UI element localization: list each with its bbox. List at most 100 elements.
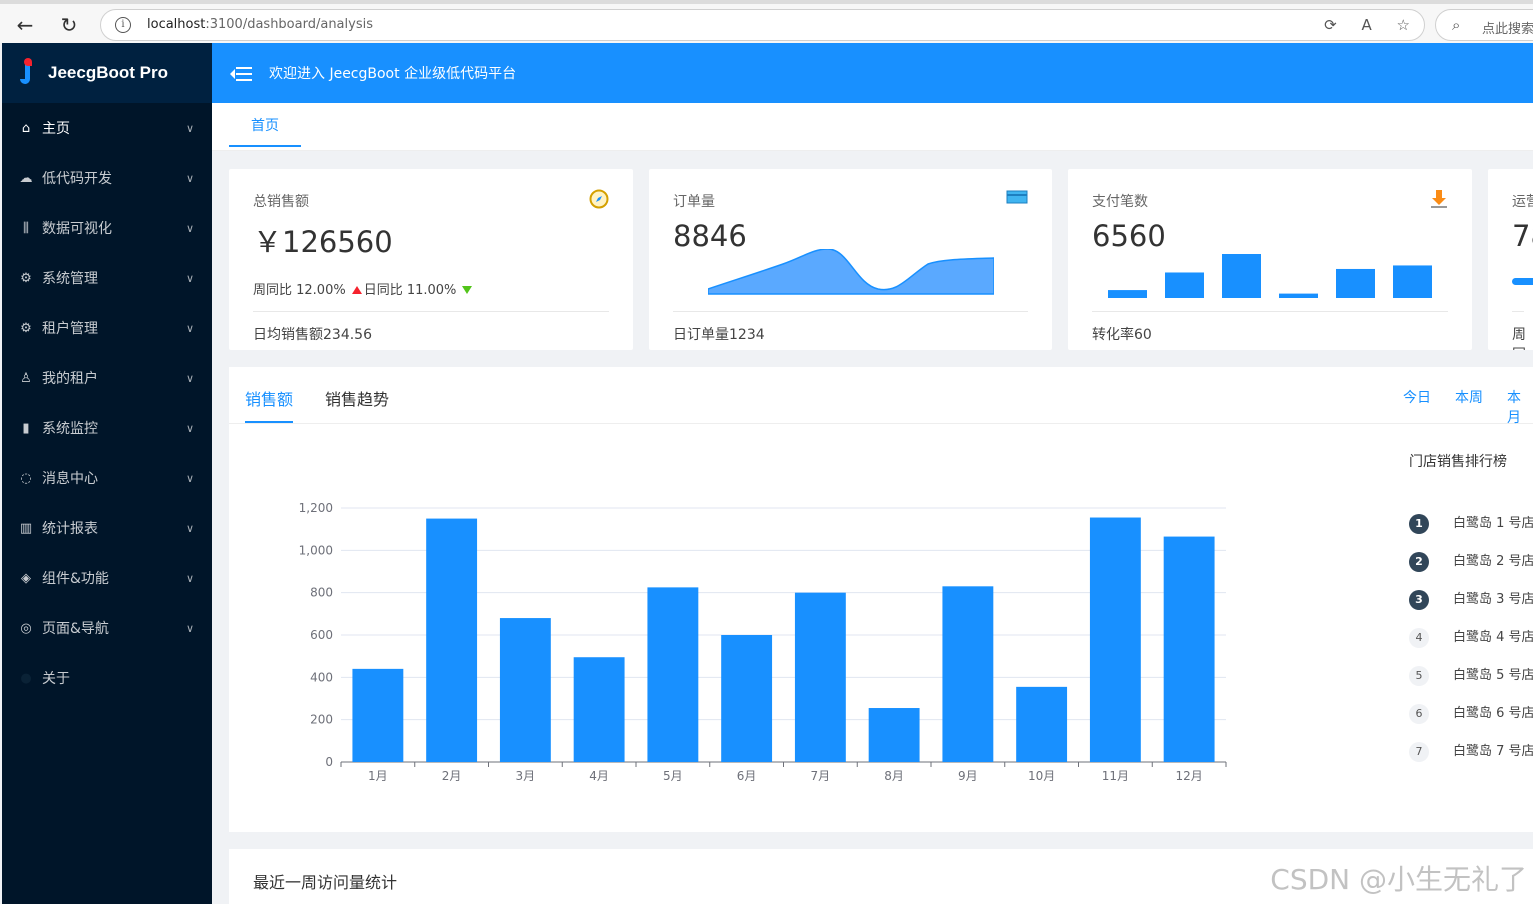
read-aloud-icon[interactable]: A <box>1361 16 1372 34</box>
active-tab-indicator <box>245 421 293 423</box>
store-name: 白鹭岛 6 号店 <box>1453 706 1533 721</box>
ranking-item: 3 白鹭岛 3 号店 <box>1409 588 1533 610</box>
favorite-star-icon[interactable]: ☆ <box>1396 16 1410 34</box>
info-icon[interactable]: i <box>115 17 131 33</box>
monthly-sales-bar-chart: 0 200 400 600 800 1,000 1,200 1月 2月 3月 4月 5月 6月 7月 8月 9… <box>299 501 1227 783</box>
range-today-link[interactable]: 今日 <box>1403 390 1431 406</box>
ranking-item: 1 白鹭岛 1 号店 <box>1409 512 1533 534</box>
chevron-down-icon: ∨ <box>185 221 194 235</box>
menu-fold-icon[interactable] <box>230 65 252 83</box>
store-name: 白鹭岛 7 号店 <box>1453 744 1533 759</box>
card-label: 订单量 <box>673 194 715 210</box>
logo[interactable]: JeecgBoot Pro <box>2 43 212 103</box>
browser-search-box[interactable]: ⌕ 点此搜索 <box>1435 9 1533 41</box>
reload-icon[interactable]: ↻ <box>60 13 78 37</box>
x-tick-label: 2月 <box>442 769 462 783</box>
card-footer: 日订单量1234 <box>673 311 1028 344</box>
sidebar-item-label: 低代码开发 <box>42 171 112 187</box>
sidebar-item[interactable]: ⌂ 主页 ∨ <box>2 103 212 153</box>
browser-toolbar: ← ↻ i localhost:3100/dashboard/analysis … <box>0 0 1533 43</box>
address-bar[interactable]: i localhost:3100/dashboard/analysis ⟳ A … <box>100 9 1425 41</box>
sidebar-item[interactable]: ♙ 我的租户 ∨ <box>2 353 212 403</box>
x-tick-label: 1月 <box>368 769 388 783</box>
credit-card-icon <box>1006 189 1028 209</box>
sidebar: JeecgBoot Pro ⌂ 主页 ∨ ☁ 低代码开发 ∨ ⫼ 数据可视化 ∨ ⚙ 系统管理 ∨ ⚙ 租… <box>2 43 212 904</box>
card-total-sales: 总销售额 ￥126560 周同比 12.00% 日同比 11.00% 日均销售额2… <box>229 169 633 350</box>
bar[interactable] <box>721 635 773 762</box>
sidebar-item[interactable]: ⚙ 租户管理 ∨ <box>2 303 212 353</box>
sidebar-item[interactable]: ⚙ 系统管理 ∨ <box>2 253 212 303</box>
card-payments: 支付笔数 6560 转化率60 <box>1068 169 1472 350</box>
home-icon: ⌂ <box>21 120 31 136</box>
store-ranking-title: 门店销售排行榜 <box>1409 454 1507 470</box>
bar[interactable] <box>794 592 846 762</box>
tab-sales[interactable]: 销售额 <box>245 390 294 409</box>
sidebar-item[interactable]: ▥ 统计报表 ∨ <box>2 503 212 553</box>
y-tick-label: 600 <box>310 628 333 642</box>
y-tick-label: 1,000 <box>299 543 333 557</box>
bar[interactable] <box>1163 536 1215 762</box>
bar[interactable] <box>573 657 625 762</box>
x-tick-label: 6月 <box>737 769 757 783</box>
x-tick-label: 9月 <box>958 769 978 783</box>
sidebar-item-label: 系统管理 <box>42 271 98 287</box>
ranking-item: 7 白鹭岛 7 号店 <box>1409 740 1533 762</box>
chevron-down-icon: ∨ <box>185 321 194 335</box>
sidebar-item-label: 消息中心 <box>42 471 98 487</box>
gear-icon: ⚙ <box>20 320 32 336</box>
bar[interactable] <box>499 618 551 762</box>
refresh-page-icon[interactable]: ⟳ <box>1324 16 1337 34</box>
mini-bar <box>1108 290 1147 298</box>
trend-down-icon <box>462 286 473 294</box>
tab-sales-trend[interactable]: 销售趋势 <box>325 390 390 409</box>
store-name: 白鹭岛 5 号店 <box>1453 668 1533 683</box>
card-footer: 转化率60 <box>1092 311 1448 344</box>
chevron-down-icon: ∨ <box>185 421 194 435</box>
chevron-down-icon: ∨ <box>185 371 194 385</box>
bar-chart-icon: ▥ <box>19 520 33 536</box>
sidebar-item[interactable]: ◈ 组件&功能 ∨ <box>2 553 212 603</box>
bar[interactable] <box>1016 686 1068 762</box>
sidebar-item[interactable]: ▮ 系统监控 ∨ <box>2 403 212 453</box>
chevron-down-icon: ∨ <box>185 571 194 585</box>
ranking-item: 6 白鹭岛 6 号店 <box>1409 702 1533 724</box>
orders-area-chart <box>708 249 994 295</box>
sidebar-item[interactable]: ◎ 页面&导航 ∨ <box>2 603 212 653</box>
chevron-down-icon: ∨ <box>185 121 194 135</box>
back-arrow-icon[interactable]: ← <box>16 13 34 37</box>
sidebar-item-label: 数据可视化 <box>42 221 112 237</box>
search-placeholder: 点此搜索 <box>1482 22 1533 37</box>
x-tick-label: 11月 <box>1102 769 1129 783</box>
x-tick-label: 4月 <box>589 769 609 783</box>
range-week-link[interactable]: 本周 <box>1455 390 1483 406</box>
x-tick-label: 10月 <box>1028 769 1055 783</box>
bar[interactable] <box>942 586 994 762</box>
camera-icon: ▮ <box>22 420 30 436</box>
y-tick-label: 1,200 <box>299 501 333 515</box>
page-tabs: 首页 <box>212 103 1533 151</box>
bar[interactable] <box>352 668 404 762</box>
header-title: 欢迎进入 JeecgBoot 企业级低代码平台 <box>269 66 517 82</box>
sidebar-item[interactable]: ☁ 低代码开发 ∨ <box>2 153 212 203</box>
layers-icon: ◈ <box>21 570 31 586</box>
sales-panel: 销售额 销售趋势 今日 本周 本月 0 200 400 600 800 1,000 1,20… <box>229 367 1533 832</box>
url-text[interactable]: localhost:3100/dashboard/analysis <box>147 17 373 32</box>
bar[interactable] <box>647 587 699 762</box>
sidebar-item[interactable]: ⫼ 数据可视化 ∨ <box>2 203 212 253</box>
range-month-link[interactable]: 本月 <box>1507 390 1521 426</box>
sidebar-item[interactable]: ● 关于 <box>2 653 212 703</box>
payments-mini-bar-chart <box>1108 254 1432 298</box>
tab-home[interactable]: 首页 <box>229 103 301 147</box>
sidebar-item-label: 主页 <box>42 121 70 137</box>
mini-bar <box>1393 265 1432 298</box>
bar[interactable] <box>868 708 920 762</box>
bar[interactable] <box>1089 517 1141 762</box>
rank-number: 2 <box>1409 551 1429 572</box>
bar[interactable] <box>426 518 478 762</box>
message-icon: ◌ <box>20 470 32 486</box>
ranking-item: 2 白鹭岛 2 号店 <box>1409 550 1533 572</box>
ranking-item: 4 白鹭岛 4 号店 <box>1409 626 1533 648</box>
mini-bar <box>1222 254 1261 298</box>
sidebar-item[interactable]: ◌ 消息中心 ∨ <box>2 453 212 503</box>
mini-bar <box>1165 272 1204 298</box>
